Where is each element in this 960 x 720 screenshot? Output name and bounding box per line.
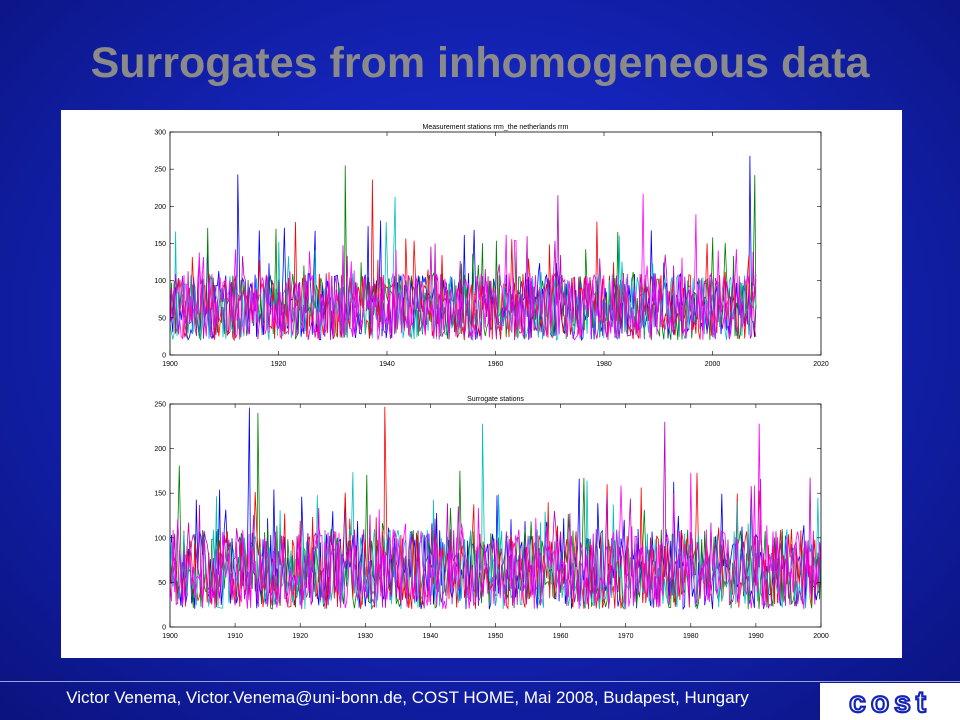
series-group: [170, 406, 821, 611]
y-tick-label: 50: [158, 315, 166, 322]
x-tick-label: 1980: [683, 633, 699, 640]
y-tick-label: 250: [154, 402, 166, 409]
x-tick-label: 1960: [488, 361, 504, 368]
cost-logo-text: cost: [849, 686, 931, 719]
x-tick-label: 2000: [705, 361, 721, 368]
cost-logo: cost: [820, 683, 960, 720]
y-tick-label: 100: [154, 535, 166, 542]
x-tick-label: 1940: [379, 361, 395, 368]
x-tick-label: 1910: [227, 633, 243, 640]
y-tick-label: 100: [154, 278, 166, 285]
series-line-3: [170, 179, 757, 342]
y-tick-label: 50: [158, 580, 166, 587]
y-tick-label: 300: [154, 130, 166, 137]
x-tick-label: 1900: [162, 361, 178, 368]
x-tick-label: 1940: [423, 633, 439, 640]
x-tick-label: 1970: [618, 633, 634, 640]
charts-svg: 1900 1920 1940 1960 1980 2000 2020050100150200…: [154, 124, 829, 640]
x-tick-label: 1920: [271, 361, 287, 368]
x-tick-label: 1930: [358, 633, 374, 640]
chart-surrogate-stations: 1900 1910 1920 1930 1940 1950 1960 1970 1980 1990…: [154, 396, 829, 640]
x-tick-label: 1990: [748, 633, 764, 640]
y-tick-label: 0: [162, 353, 166, 360]
y-tick-label: 150: [154, 241, 166, 248]
x-tick-label: 2020: [813, 361, 829, 368]
chart-measurement-stations: 1900 1920 1940 1960 1980 2000 2020 0 50 100 150 200…: [154, 124, 829, 368]
x-tick-label: 1920: [292, 633, 308, 640]
y-tick-label: 200: [154, 204, 166, 211]
x-tick-label: 1980: [596, 361, 612, 368]
series-line-6: [170, 193, 757, 341]
x-tick-label: 2000: [813, 633, 829, 640]
series-line-6: [170, 423, 821, 610]
y-tick-label: 250: [154, 167, 166, 174]
series-group: [170, 155, 757, 342]
x-tick-label: 1900: [162, 633, 178, 640]
x-tick-label: 1960: [553, 633, 569, 640]
y-tick-label: 150: [154, 491, 166, 498]
footer-divider: [0, 681, 960, 682]
y-tick-label: 0: [162, 625, 166, 632]
slide-title: Surrogates from inhomogeneous data: [90, 39, 870, 87]
footer-text: Victor Venema, Victor.Venema@uni-bonn.de…: [66, 688, 749, 707]
chart-title: Surrogate stations: [467, 396, 524, 403]
figure-panel: 1900 1920 1940 1960 1980 2000 2020 0 50 100 150 200…: [61, 110, 902, 658]
y-tick-label: 200: [154, 446, 166, 453]
x-tick-label: 1950: [488, 633, 504, 640]
cost-logo-icon: cost: [848, 685, 931, 720]
chart-title: Measurement stations rrm_the netherlands…: [423, 124, 569, 131]
